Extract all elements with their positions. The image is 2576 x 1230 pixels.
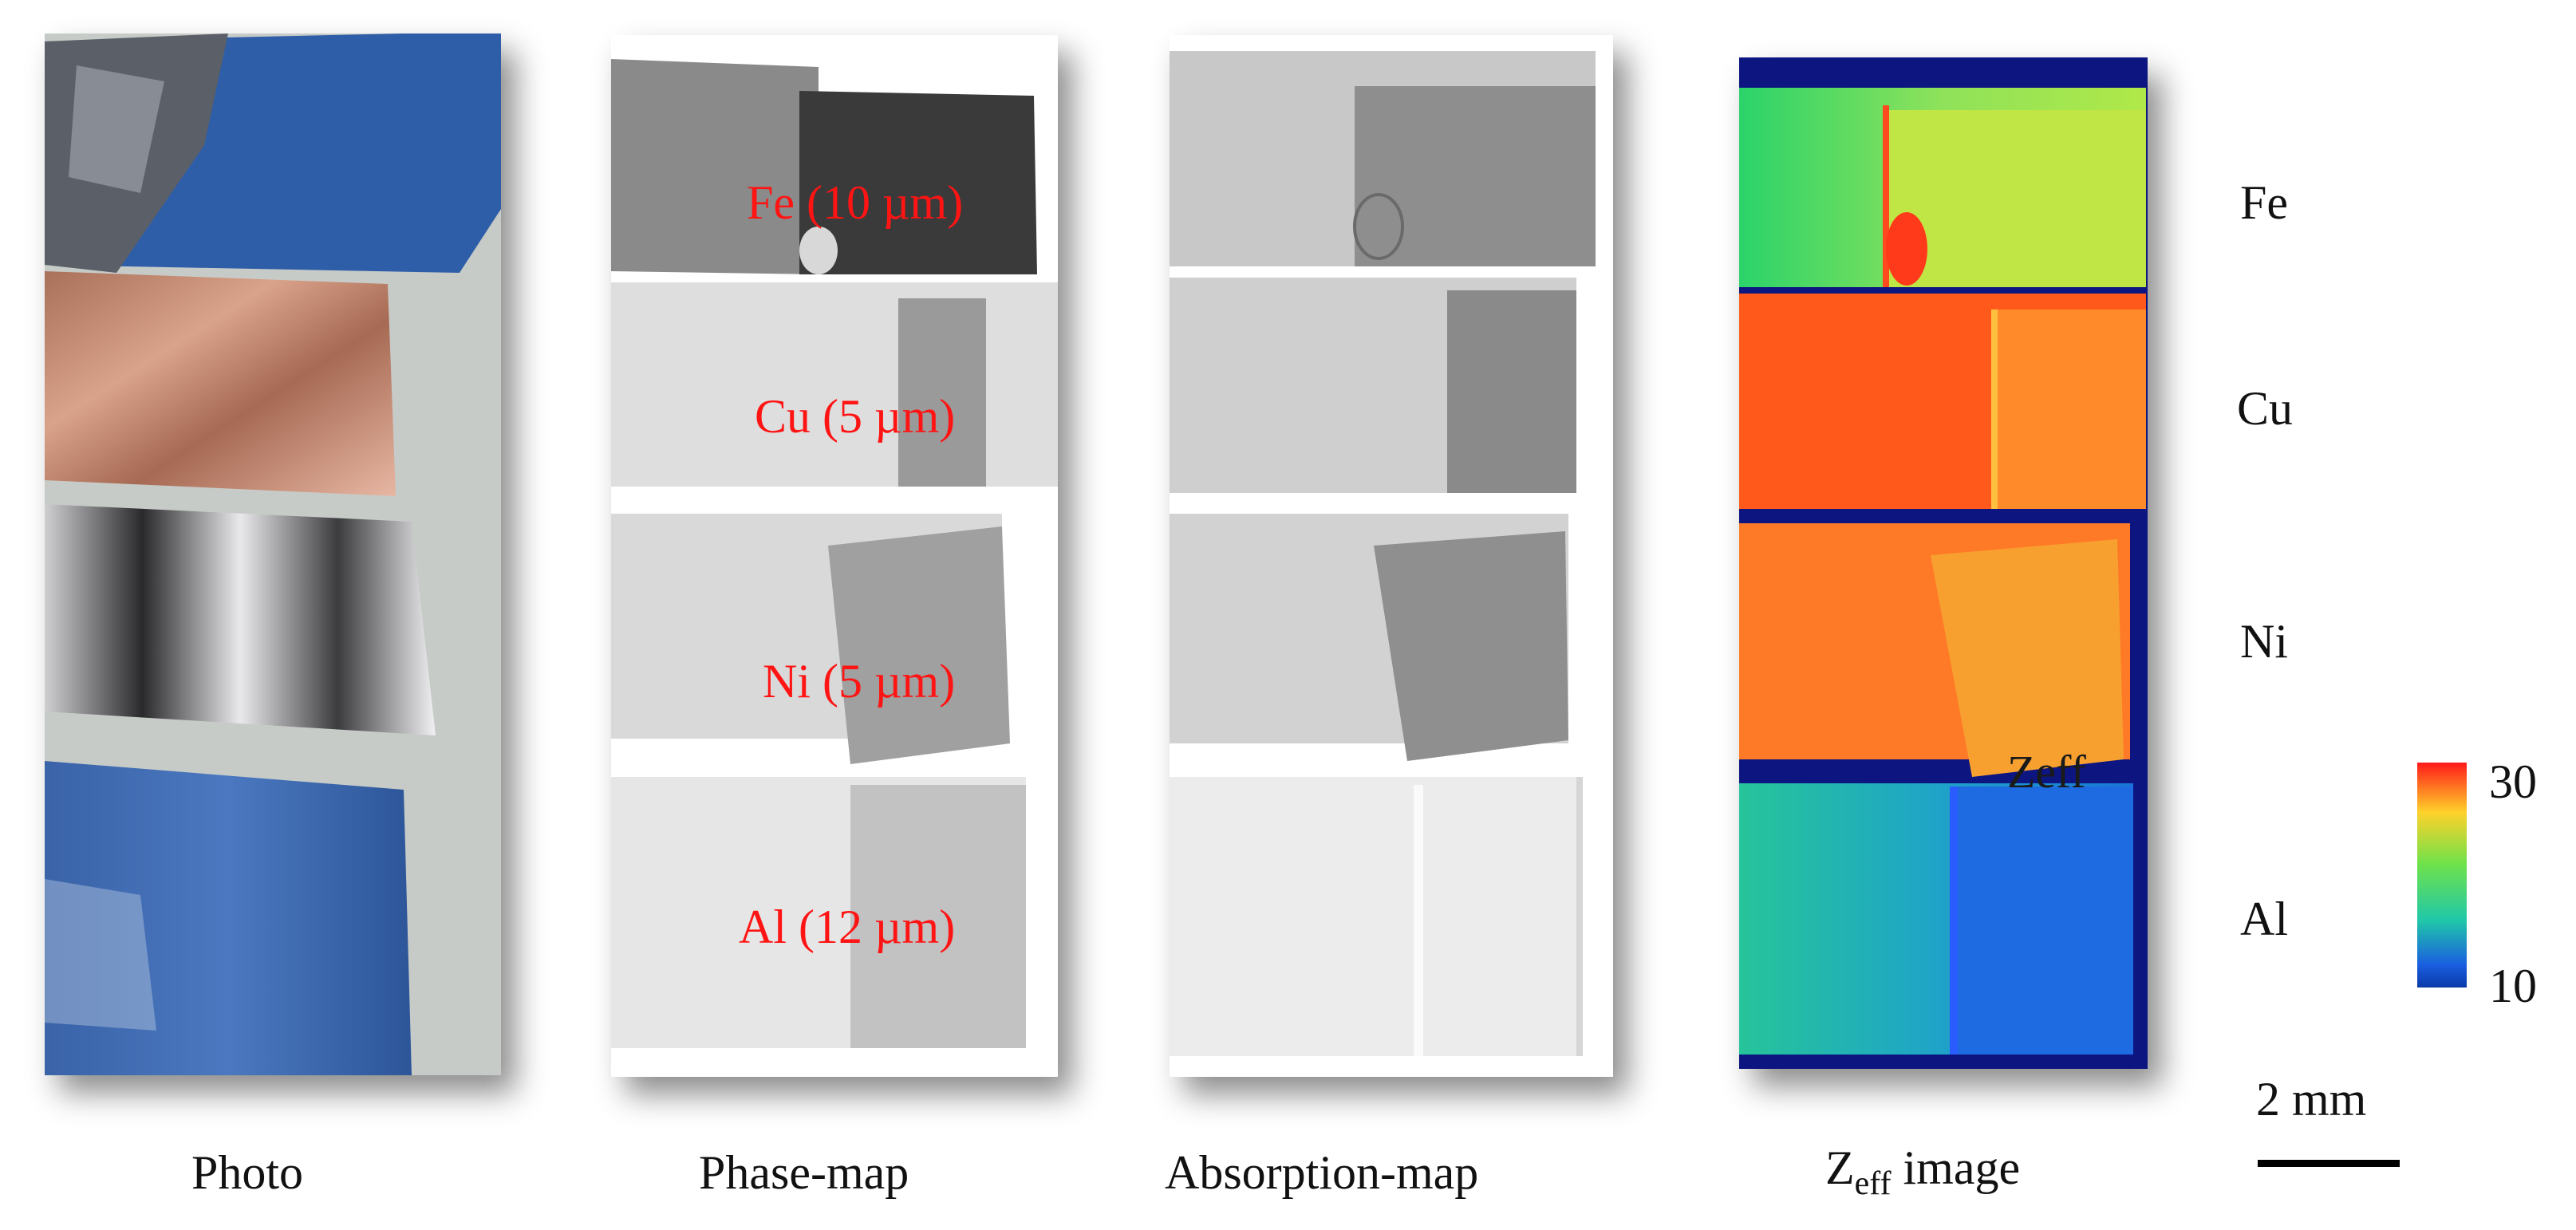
photo-image <box>45 34 501 1075</box>
colorbar-min-label: 10 <box>2489 960 2537 1012</box>
phase-map-panel: Fe (10 µm) Cu (5 µm) Ni (5 µm) Al (12 µm… <box>611 35 1058 1077</box>
photo-panel <box>45 34 501 1075</box>
caption-zeff-image: Zeff image <box>1825 1141 2020 1203</box>
phase-label-ni: Ni (5 µm) <box>763 655 955 708</box>
row-label-fe: Fe <box>2240 176 2288 229</box>
colorbar <box>2417 763 2467 988</box>
row-label-ni: Ni <box>2240 615 2288 668</box>
scale-bar <box>2258 1160 2400 1167</box>
caption-phase-map: Phase-map <box>699 1146 909 1199</box>
caption-zeff-sub: eff <box>1854 1165 1892 1202</box>
colorbar-max-label: 30 <box>2489 755 2537 808</box>
caption-zeff-rest: image <box>1891 1141 2021 1194</box>
row-label-al: Al <box>2240 893 2288 945</box>
phase-label-fe: Fe (10 µm) <box>747 176 963 229</box>
absorption-map-panel <box>1170 35 1613 1077</box>
caption-absorption-map: Absorption-map <box>1165 1146 1479 1199</box>
zeff-overlay-text: Zeff <box>2007 746 2086 798</box>
phase-label-cu: Cu (5 µm) <box>755 390 955 443</box>
row-label-cu: Cu <box>2237 382 2294 435</box>
scale-bar-label: 2 mm <box>2256 1073 2367 1126</box>
absorption-map-image <box>1170 35 1613 1077</box>
zeff-image <box>1739 57 2148 1069</box>
zeff-image-panel: Zeff <box>1739 57 2148 1069</box>
phase-label-al: Al (12 µm) <box>739 901 955 953</box>
caption-zeff-main: Z <box>1825 1141 1855 1194</box>
caption-photo: Photo <box>191 1146 304 1199</box>
phase-map-image: Fe (10 µm) Cu (5 µm) Ni (5 µm) Al (12 µm… <box>611 35 1058 1077</box>
